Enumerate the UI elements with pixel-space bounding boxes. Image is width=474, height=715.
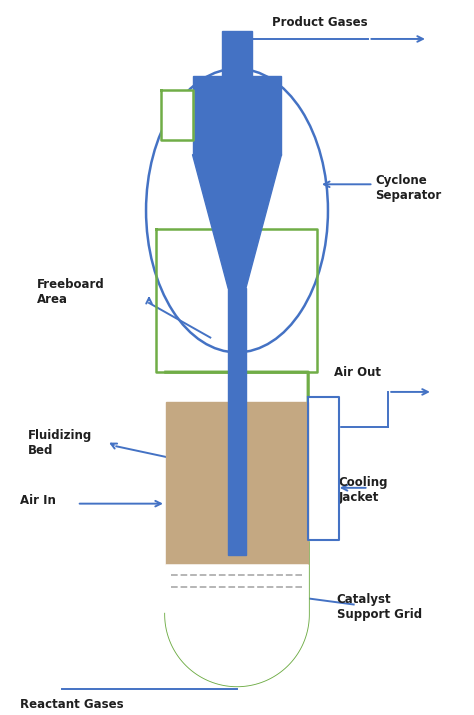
Text: Air In: Air In	[20, 494, 56, 507]
Text: Product Gases: Product Gases	[272, 16, 367, 29]
Polygon shape	[166, 372, 308, 686]
Polygon shape	[228, 288, 246, 555]
Text: Reactant Gases: Reactant Gases	[20, 699, 124, 711]
Polygon shape	[166, 565, 308, 686]
Text: Freeboard
Area: Freeboard Area	[37, 278, 105, 306]
Text: Air Out: Air Out	[334, 366, 381, 379]
Text: Cooling
Jacket: Cooling Jacket	[339, 476, 388, 504]
Polygon shape	[166, 402, 308, 565]
Text: Catalyst
Support Grid: Catalyst Support Grid	[337, 593, 422, 621]
Polygon shape	[161, 90, 192, 140]
Polygon shape	[308, 397, 339, 541]
Text: Cyclone
Separator: Cyclone Separator	[375, 174, 442, 202]
Polygon shape	[222, 31, 252, 76]
Polygon shape	[192, 154, 282, 288]
Text: Fluidizing
Bed: Fluidizing Bed	[27, 430, 91, 458]
Polygon shape	[192, 76, 282, 154]
Ellipse shape	[146, 69, 328, 352]
